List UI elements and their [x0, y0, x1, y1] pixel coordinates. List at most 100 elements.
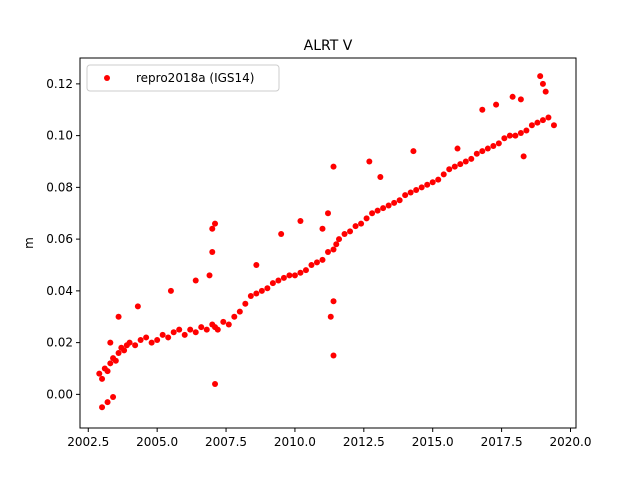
x-tick-label: 2012.5	[343, 435, 385, 449]
data-point	[104, 399, 111, 406]
data-point	[484, 145, 491, 152]
x-tick-label: 2005.0	[136, 435, 178, 449]
data-point	[380, 205, 387, 212]
data-points	[96, 73, 557, 411]
data-point	[176, 326, 183, 333]
data-point	[107, 339, 114, 346]
data-point	[539, 117, 546, 124]
legend-marker	[104, 75, 110, 81]
data-point	[451, 163, 458, 170]
y-tick-label: 0.02	[46, 336, 73, 350]
data-point	[104, 368, 111, 375]
data-point	[490, 142, 497, 149]
y-tick-label: 0.06	[46, 232, 73, 246]
data-point	[369, 210, 376, 217]
data-point	[302, 267, 309, 274]
data-point	[435, 176, 442, 183]
data-point	[347, 228, 354, 235]
data-point	[220, 318, 227, 325]
data-point	[336, 236, 343, 243]
data-point	[187, 326, 194, 333]
x-tick-label: 2007.5	[205, 435, 247, 449]
data-point	[330, 246, 337, 253]
data-point	[110, 393, 117, 400]
data-point	[313, 259, 320, 266]
data-point	[479, 148, 486, 155]
data-point	[523, 127, 530, 134]
data-point	[319, 225, 326, 232]
x-tick-label: 2010.0	[274, 435, 316, 449]
data-point	[457, 161, 464, 168]
data-point	[410, 148, 417, 155]
data-point	[167, 287, 174, 294]
data-point	[341, 230, 348, 237]
data-point	[534, 119, 541, 126]
data-point	[506, 132, 513, 139]
data-point	[330, 298, 337, 305]
data-point	[258, 287, 265, 294]
y-axis-label: m	[22, 237, 36, 249]
data-point	[493, 101, 500, 108]
data-point	[212, 220, 219, 227]
data-point	[99, 375, 106, 382]
data-point	[214, 326, 221, 333]
data-point	[327, 313, 334, 320]
data-point	[126, 339, 133, 346]
data-point	[170, 329, 177, 336]
data-point	[148, 339, 155, 346]
data-point	[209, 225, 216, 232]
data-point	[330, 352, 337, 359]
legend-entry-label: repro2018a (IGS14)	[136, 71, 254, 85]
data-point	[137, 337, 144, 344]
data-point	[264, 285, 271, 292]
data-point	[517, 130, 524, 137]
x-axis: 2002.5 2005.0 2007.5 2010.0 2012.5 2015.0 2017…	[67, 428, 591, 449]
data-point	[225, 321, 232, 328]
data-point	[206, 272, 213, 279]
data-point	[115, 313, 122, 320]
data-point	[242, 300, 249, 307]
data-point	[550, 122, 557, 129]
data-point	[333, 241, 340, 248]
data-point	[520, 153, 527, 160]
data-point	[440, 171, 447, 178]
data-point	[396, 197, 403, 204]
data-point	[209, 249, 216, 256]
data-point	[96, 370, 103, 377]
data-point	[407, 189, 414, 196]
legend-box	[86, 64, 280, 92]
data-point	[134, 303, 141, 310]
data-point	[192, 277, 199, 284]
data-point	[374, 207, 381, 214]
data-point	[501, 135, 508, 142]
data-point	[192, 329, 199, 336]
data-point	[377, 174, 384, 181]
data-point	[203, 326, 210, 333]
data-point	[413, 186, 420, 193]
data-point	[468, 155, 475, 162]
x-tick-label: 2015.0	[412, 435, 454, 449]
data-point	[325, 210, 331, 217]
data-point	[454, 145, 461, 152]
data-point	[385, 202, 392, 209]
data-point	[236, 308, 243, 315]
data-point	[112, 357, 119, 364]
data-point	[366, 158, 373, 165]
data-point	[537, 73, 544, 80]
data-point	[253, 290, 260, 297]
data-point	[165, 334, 172, 341]
data-point	[352, 223, 359, 230]
data-point	[297, 218, 304, 225]
data-point	[512, 132, 519, 139]
data-point	[291, 272, 298, 279]
data-point	[330, 163, 337, 170]
data-point	[528, 122, 535, 129]
data-point	[308, 261, 315, 268]
data-point	[509, 93, 516, 100]
data-point	[121, 347, 128, 354]
data-point	[198, 324, 205, 331]
data-point	[181, 331, 188, 338]
data-point	[391, 199, 398, 206]
y-tick-label: 0.08	[46, 180, 73, 194]
data-point	[418, 184, 425, 191]
